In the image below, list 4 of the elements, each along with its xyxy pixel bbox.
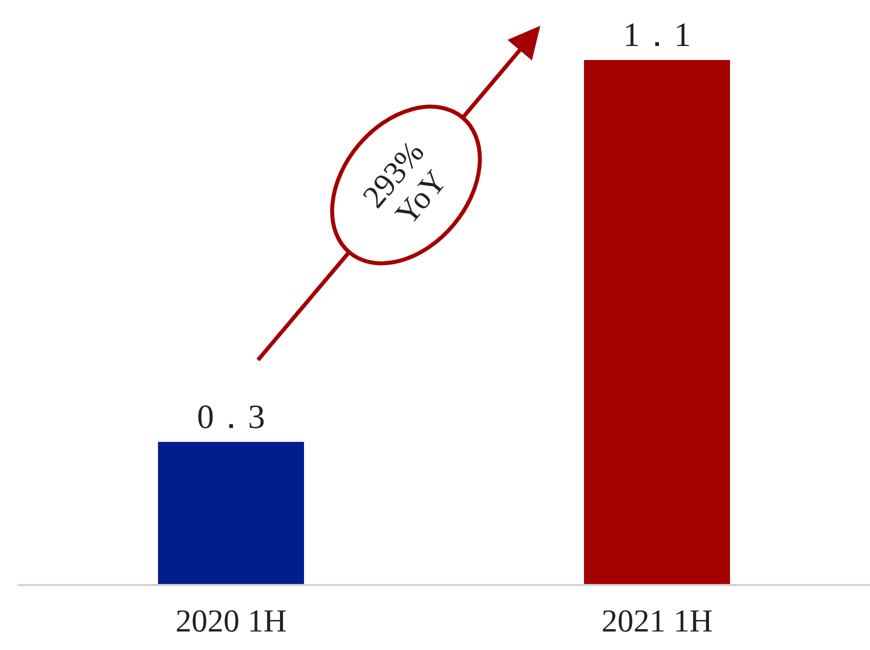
data-label: 1．1 [623, 17, 691, 54]
x-tick-label: 2021 1H [601, 602, 713, 639]
x-tick-label: 2020 1H [175, 602, 287, 639]
data-label: 0．3 [197, 398, 265, 436]
